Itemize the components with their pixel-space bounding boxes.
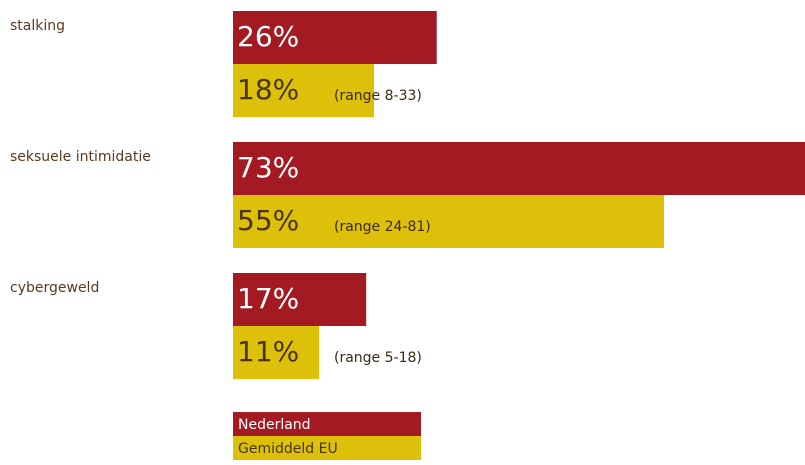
legend-swatch [233, 436, 421, 460]
bar [233, 64, 375, 117]
legend-swatch [233, 412, 421, 436]
annotation: (range 8-33) [334, 88, 422, 104]
bar [233, 11, 437, 64]
category-label: stalking [10, 18, 65, 34]
category-label: cybergeweld [10, 280, 99, 296]
annotation: (range 5-18) [334, 350, 422, 366]
value-label: 17% [237, 282, 299, 315]
legend-label: Gemiddeld EU [238, 441, 338, 457]
value-label: 26% [237, 20, 299, 53]
bar [233, 195, 664, 248]
bar [233, 273, 367, 326]
legend-label: Nederland [238, 417, 311, 433]
annotation: (range 24-81) [334, 219, 431, 235]
value-label: 55% [237, 204, 299, 237]
value-label: 11% [237, 335, 299, 368]
bar [233, 142, 805, 195]
value-label: 18% [237, 73, 299, 106]
category-label: seksuele intimidatie [10, 149, 151, 165]
bar [233, 326, 320, 379]
value-label: 73% [237, 151, 299, 184]
